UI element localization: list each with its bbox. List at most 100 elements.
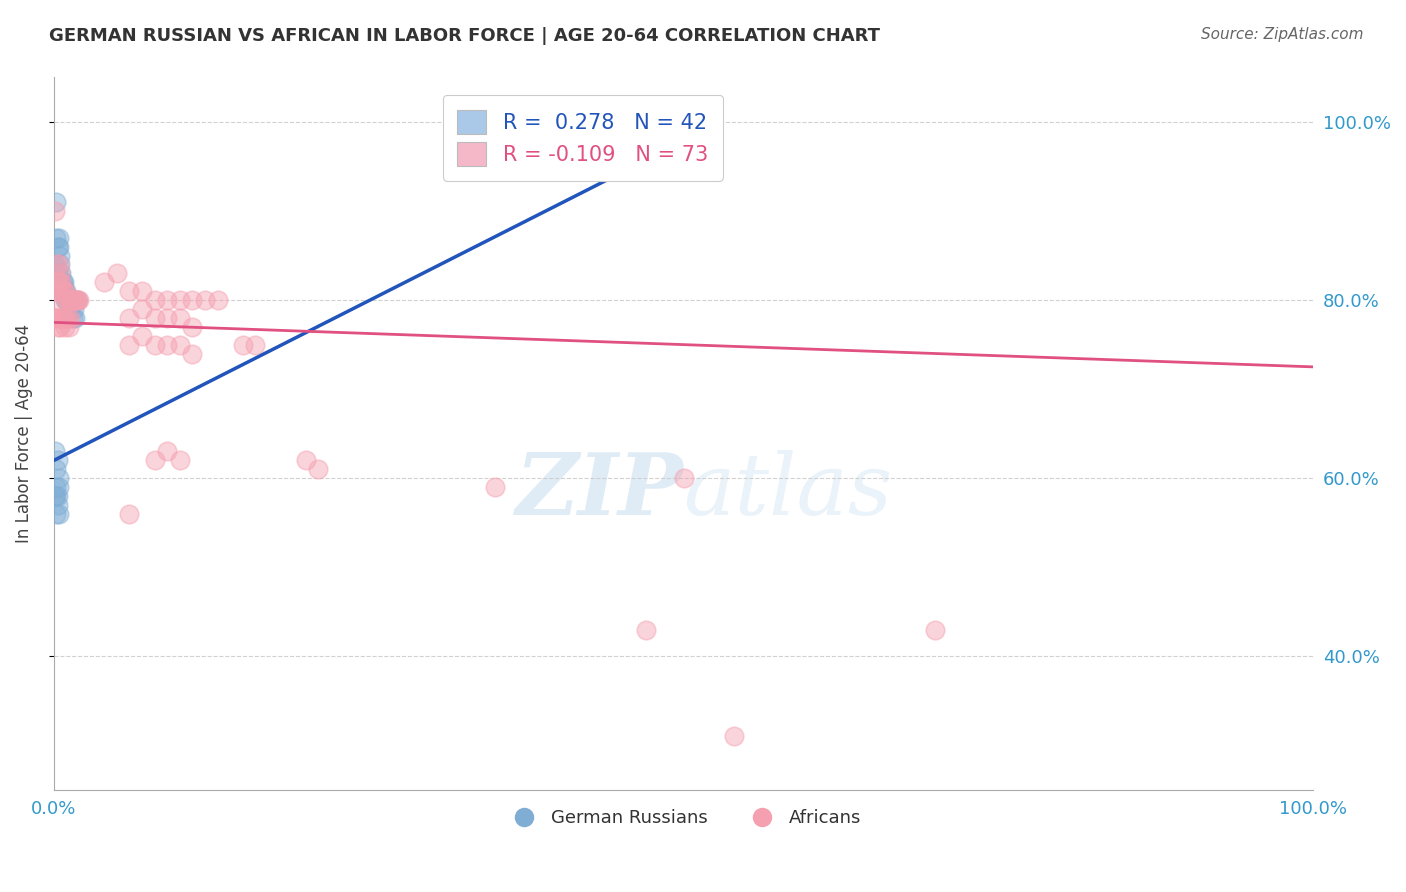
Point bbox=[45, 462, 67, 476]
Point bbox=[53, 284, 76, 298]
Point bbox=[118, 284, 141, 298]
Point bbox=[44, 489, 66, 503]
Point bbox=[93, 275, 115, 289]
Point bbox=[156, 444, 179, 458]
Point bbox=[45, 310, 67, 325]
Point bbox=[52, 284, 75, 298]
Point bbox=[52, 310, 75, 325]
Point bbox=[48, 293, 70, 307]
Point bbox=[143, 310, 166, 325]
Point bbox=[46, 489, 69, 503]
Point bbox=[484, 480, 506, 494]
Point bbox=[723, 730, 745, 744]
Y-axis label: In Labor Force | Age 20-64: In Labor Force | Age 20-64 bbox=[15, 324, 32, 543]
Point bbox=[56, 310, 79, 325]
Point bbox=[45, 480, 67, 494]
Point bbox=[294, 453, 316, 467]
Point bbox=[46, 453, 69, 467]
Point bbox=[46, 240, 69, 254]
Point bbox=[56, 293, 79, 307]
Point bbox=[53, 319, 76, 334]
Point bbox=[169, 337, 191, 351]
Point bbox=[60, 297, 83, 311]
Point bbox=[634, 623, 657, 637]
Point bbox=[55, 293, 77, 307]
Point bbox=[49, 275, 72, 289]
Text: atlas: atlas bbox=[683, 450, 893, 532]
Point bbox=[52, 275, 75, 289]
Point bbox=[143, 337, 166, 351]
Point bbox=[45, 507, 67, 521]
Point bbox=[65, 310, 87, 325]
Point bbox=[44, 284, 66, 298]
Point bbox=[44, 444, 66, 458]
Point bbox=[65, 293, 87, 307]
Point bbox=[52, 275, 75, 289]
Point bbox=[49, 319, 72, 334]
Point bbox=[307, 462, 329, 476]
Point bbox=[181, 346, 204, 360]
Point bbox=[62, 293, 84, 307]
Point bbox=[48, 507, 70, 521]
Point bbox=[65, 293, 87, 307]
Point bbox=[63, 301, 86, 316]
Point bbox=[46, 319, 69, 334]
Point bbox=[45, 275, 67, 289]
Point bbox=[46, 266, 69, 280]
Point bbox=[52, 279, 75, 293]
Point bbox=[143, 453, 166, 467]
Point bbox=[672, 471, 695, 485]
Point bbox=[924, 623, 946, 637]
Point bbox=[60, 293, 83, 307]
Point bbox=[59, 301, 82, 316]
Point bbox=[118, 507, 141, 521]
Point bbox=[55, 284, 77, 298]
Point bbox=[45, 489, 67, 503]
Point bbox=[44, 310, 66, 325]
Text: GERMAN RUSSIAN VS AFRICAN IN LABOR FORCE | AGE 20-64 CORRELATION CHART: GERMAN RUSSIAN VS AFRICAN IN LABOR FORCE… bbox=[49, 27, 880, 45]
Point bbox=[59, 293, 82, 307]
Point bbox=[49, 249, 72, 263]
Point bbox=[181, 319, 204, 334]
Point bbox=[143, 293, 166, 307]
Point bbox=[51, 310, 73, 325]
Point bbox=[131, 328, 153, 343]
Point bbox=[194, 293, 217, 307]
Point bbox=[45, 231, 67, 245]
Point bbox=[45, 257, 67, 271]
Point bbox=[44, 257, 66, 271]
Point bbox=[55, 310, 77, 325]
Point bbox=[51, 266, 73, 280]
Point bbox=[56, 293, 79, 307]
Point bbox=[58, 319, 80, 334]
Point bbox=[169, 453, 191, 467]
Point bbox=[118, 310, 141, 325]
Point bbox=[156, 293, 179, 307]
Point bbox=[53, 293, 76, 307]
Point bbox=[118, 337, 141, 351]
Point bbox=[105, 266, 128, 280]
Point bbox=[52, 284, 75, 298]
Point bbox=[63, 293, 86, 307]
Point bbox=[45, 195, 67, 210]
Point bbox=[52, 310, 75, 325]
Point bbox=[48, 257, 70, 271]
Point bbox=[53, 284, 76, 298]
Point bbox=[46, 275, 69, 289]
Point bbox=[169, 293, 191, 307]
Point bbox=[48, 240, 70, 254]
Point bbox=[65, 293, 87, 307]
Point bbox=[156, 310, 179, 325]
Point bbox=[66, 293, 89, 307]
Point bbox=[55, 293, 77, 307]
Point bbox=[62, 310, 84, 325]
Point bbox=[59, 310, 82, 325]
Point bbox=[48, 480, 70, 494]
Text: Source: ZipAtlas.com: Source: ZipAtlas.com bbox=[1201, 27, 1364, 42]
Point bbox=[46, 284, 69, 298]
Point bbox=[58, 293, 80, 307]
Point bbox=[48, 231, 70, 245]
Point bbox=[181, 293, 204, 307]
Point bbox=[52, 284, 75, 298]
Point bbox=[49, 266, 72, 280]
